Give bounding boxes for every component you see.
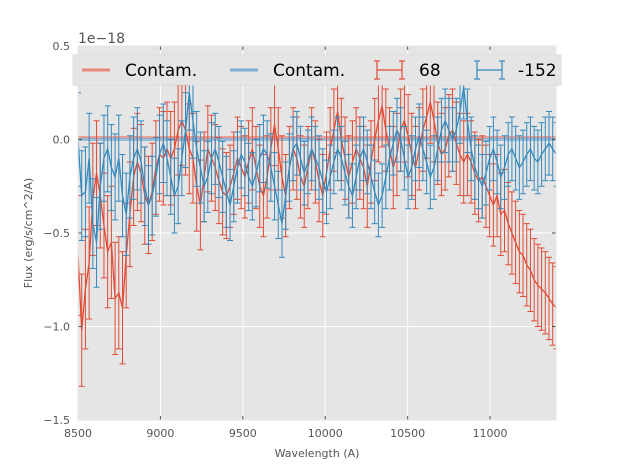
series-layer — [78, 54, 556, 387]
y-tick-label: 0.0 — [53, 134, 71, 147]
legend-item-contam-68: Contam. — [82, 61, 197, 81]
y-offset-label: 1e−18 — [78, 31, 125, 47]
legend: Contam. Contam. 68 — [72, 54, 562, 86]
x-axis-label: Wavelength (A) — [275, 447, 360, 460]
x-tick-label: 8500 — [64, 427, 92, 440]
y-tick-label: −0.5 — [43, 227, 70, 240]
y-tick-label: −1.0 — [43, 321, 70, 334]
x-tick-label: 10500 — [390, 427, 425, 440]
legend-label: Contam. — [273, 61, 345, 81]
legend-item-68: 68 — [374, 60, 441, 81]
series-line — [78, 101, 556, 331]
x-tick-label: 10000 — [308, 427, 343, 440]
y-tick-label: 0.5 — [53, 40, 71, 53]
series--152 — [78, 54, 556, 288]
x-tick-label: 11000 — [473, 427, 508, 440]
legend-item-152: -152 — [474, 60, 557, 81]
legend-label: -152 — [518, 61, 557, 81]
axes: 8500 9000 9500 10000 10500 11000 0.5 0.0 −0.5 −1.… — [43, 40, 557, 440]
errorbar-icon — [374, 60, 405, 80]
plot-frame — [77, 45, 557, 421]
legend-label: Contam. — [125, 61, 197, 81]
legend-item-contam-152: Contam. — [230, 61, 345, 81]
y-tick-label: −1.5 — [43, 414, 70, 427]
errorbar-icon — [474, 60, 505, 80]
series-line — [78, 87, 556, 243]
legend-label: 68 — [419, 61, 441, 81]
x-tick-label: 9000 — [146, 427, 174, 440]
y-axis-label: Flux (erg/s/cm^2/A) — [22, 178, 35, 288]
x-tick-label: 9500 — [229, 427, 257, 440]
